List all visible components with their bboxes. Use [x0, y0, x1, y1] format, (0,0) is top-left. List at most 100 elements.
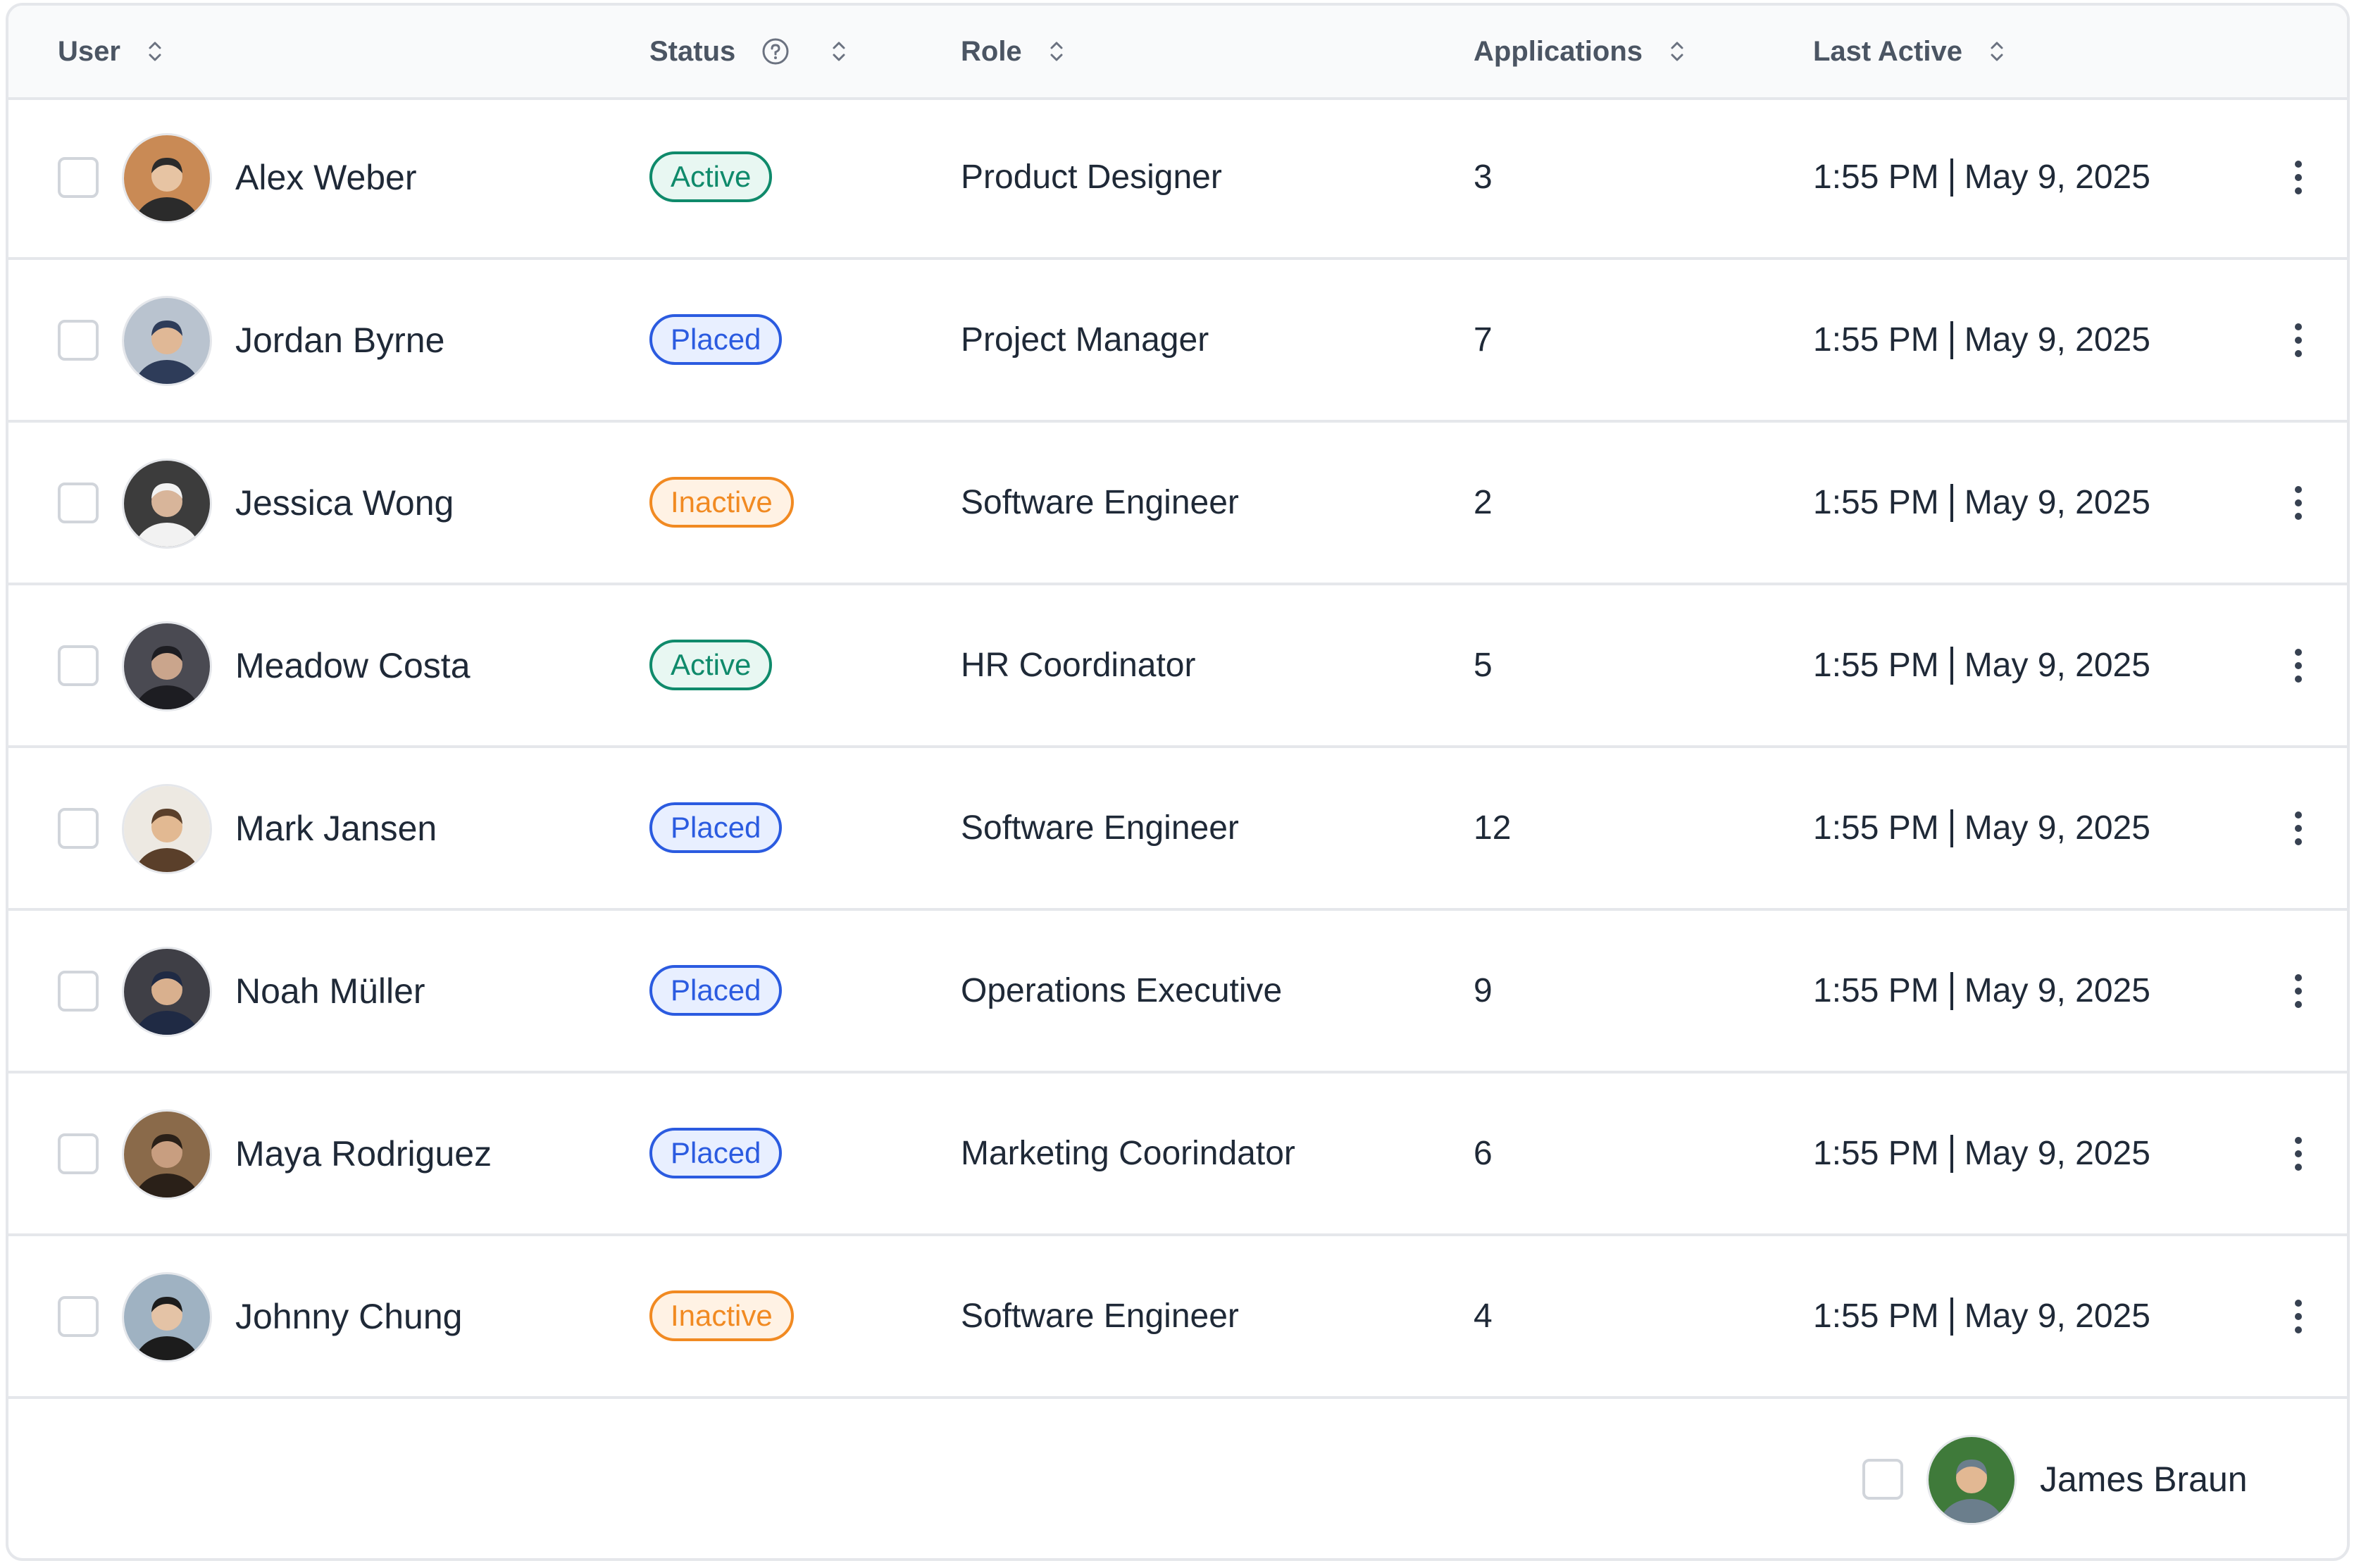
last-active-time: 1:55 PM	[1813, 158, 1939, 196]
status-badge: Placed	[649, 1128, 783, 1178]
column-header-role[interactable]: Role	[961, 6, 1066, 97]
sort-icon[interactable]	[146, 37, 164, 66]
applications-count: 12	[1474, 809, 1512, 847]
row-select-checkbox[interactable]	[58, 320, 99, 361]
divider	[1950, 1134, 1953, 1173]
last-active-time: 1:55 PM	[1813, 1298, 1939, 1335]
user-name: Jessica Wong	[235, 483, 454, 523]
role-cell: Product Designer	[961, 158, 1222, 196]
last-active-date: May 9, 2025	[1964, 1298, 2150, 1335]
last-active-date: May 9, 2025	[1964, 321, 2150, 359]
table-row[interactable]: James BraunPlacedCybersecurity Executive…	[1813, 1399, 2347, 1558]
last-active-date: May 9, 2025	[1964, 647, 2150, 684]
status-badge: Inactive	[649, 477, 794, 528]
row-select-checkbox[interactable]	[58, 1133, 99, 1174]
last-active-cell: 1:55 PM May 9, 2025	[1813, 911, 2150, 1071]
divider	[1950, 321, 1953, 359]
table-row[interactable]: Meadow Costa Active HR Coordinator 5 1:55 PM…	[8, 585, 2347, 748]
divider	[1950, 809, 1953, 847]
column-header-user[interactable]: User	[58, 6, 164, 97]
sort-icon[interactable]	[1047, 37, 1066, 66]
table-row[interactable]: Mark Jansen Placed Software Engineer 12 1:55…	[8, 748, 2347, 911]
last-active-time: 1:55 PM	[1813, 809, 1939, 847]
more-options-icon[interactable]	[2278, 482, 2319, 524]
avatar	[124, 949, 210, 1035]
avatar	[124, 135, 210, 221]
user-name: Jordan Byrne	[235, 320, 445, 360]
user-name: James Braun	[2040, 1459, 2248, 1499]
row-select-checkbox[interactable]	[58, 483, 99, 523]
last-active-time: 1:55 PM	[1813, 484, 1939, 521]
row-select-checkbox[interactable]	[58, 157, 99, 198]
last-active-cell: 1:55 PM May 9, 2025	[1813, 585, 2150, 745]
table-row[interactable]: Jessica Wong Inactive Software Engineer 2 1:…	[8, 423, 2347, 585]
role-cell: Marketing Coorindator	[961, 1135, 1295, 1172]
last-active-cell: 1:55 PM May 9, 2025	[1813, 1074, 2150, 1233]
last-active-date: May 9, 2025	[1964, 1135, 2150, 1172]
sort-icon[interactable]	[1668, 37, 1686, 66]
last-active-cell: 1:55 PM May 9, 2025	[1813, 260, 2150, 420]
table-row[interactable]: Maya Rodriguez Placed Marketing Coorindato…	[8, 1074, 2347, 1236]
table-row[interactable]: Noah Müller Placed Operations Executive 9 1:…	[8, 911, 2347, 1074]
last-active-cell: 1:55 PM May 9, 2025	[1813, 97, 2150, 257]
more-options-icon[interactable]	[2278, 1133, 2319, 1175]
last-active-time: 1:55 PM	[1813, 321, 1939, 359]
applications-count: 5	[1474, 647, 1493, 684]
more-options-icon[interactable]	[2278, 645, 2319, 687]
avatar	[1929, 1437, 2014, 1523]
role-cell: Project Manager	[961, 321, 1209, 359]
sort-icon[interactable]	[1988, 37, 2006, 66]
last-active-date: May 9, 2025	[1964, 972, 2150, 1009]
last-active-time: 1:55 PM	[1813, 1135, 1939, 1172]
divider	[1950, 971, 1953, 1010]
column-header-role-label: Role	[961, 35, 1022, 67]
column-header-user-label: User	[58, 35, 120, 67]
column-header-last-active-label: Last Active	[1813, 35, 1962, 67]
applications-count: 7	[1474, 321, 1493, 359]
avatar	[124, 623, 210, 709]
applications-count: 9	[1474, 972, 1493, 1009]
row-select-checkbox[interactable]	[58, 971, 99, 1012]
help-circle-icon[interactable]	[761, 37, 790, 66]
sort-icon[interactable]	[830, 37, 848, 66]
status-badge: Active	[649, 151, 773, 202]
role-cell: Software Engineer	[961, 1298, 1239, 1335]
last-active-time: 1:55 PM	[1813, 647, 1939, 684]
row-select-checkbox[interactable]	[58, 1296, 99, 1337]
column-header-applications[interactable]: Applications	[1474, 6, 1686, 97]
row-select-checkbox[interactable]	[1862, 1459, 1903, 1500]
table-row[interactable]: Johnny Chung Inactive Software Engineer 4 1:…	[8, 1236, 2347, 1399]
more-options-icon[interactable]	[2278, 970, 2319, 1012]
column-header-status-label: Status	[649, 35, 736, 67]
last-active-date: May 9, 2025	[1964, 158, 2150, 196]
divider	[1950, 158, 1953, 197]
role-cell: Software Engineer	[961, 809, 1239, 847]
column-header-status[interactable]: Status	[649, 6, 848, 97]
avatar	[124, 461, 210, 547]
user-name: Alex Weber	[235, 157, 417, 197]
last-active-time: 1:55 PM	[1813, 972, 1939, 1009]
user-name: Noah Müller	[235, 971, 425, 1011]
more-options-icon[interactable]	[2278, 1295, 2319, 1338]
table-row[interactable]: Jordan Byrne Placed Project Manager 7 1:55 P…	[8, 260, 2347, 423]
applications-count: 3	[1474, 158, 1493, 196]
user-name: Johnny Chung	[235, 1296, 463, 1336]
applications-count: 6	[1474, 1135, 1493, 1172]
divider	[1950, 483, 1953, 522]
divider	[1950, 646, 1953, 685]
avatar	[124, 298, 210, 384]
more-options-icon[interactable]	[2278, 156, 2319, 199]
row-select-checkbox[interactable]	[58, 645, 99, 686]
user-name: Meadow Costa	[235, 645, 471, 685]
applications-count: 4	[1474, 1298, 1493, 1335]
user-name: Mark Jansen	[235, 808, 437, 848]
column-header-last-active[interactable]: Last Active	[1813, 6, 2006, 97]
applications-count: 2	[1474, 484, 1493, 521]
table-row[interactable]: Alex Weber Active Product Designer 3 1:55 PM…	[8, 97, 2347, 260]
user-name: Maya Rodriguez	[235, 1133, 492, 1174]
table-header: User Status Role Applications Last Activ…	[8, 6, 2347, 100]
more-options-icon[interactable]	[2278, 807, 2319, 850]
more-options-icon[interactable]	[2278, 319, 2319, 361]
last-active-cell: 1:55 PM May 9, 2025	[1813, 1236, 2150, 1396]
row-select-checkbox[interactable]	[58, 808, 99, 849]
